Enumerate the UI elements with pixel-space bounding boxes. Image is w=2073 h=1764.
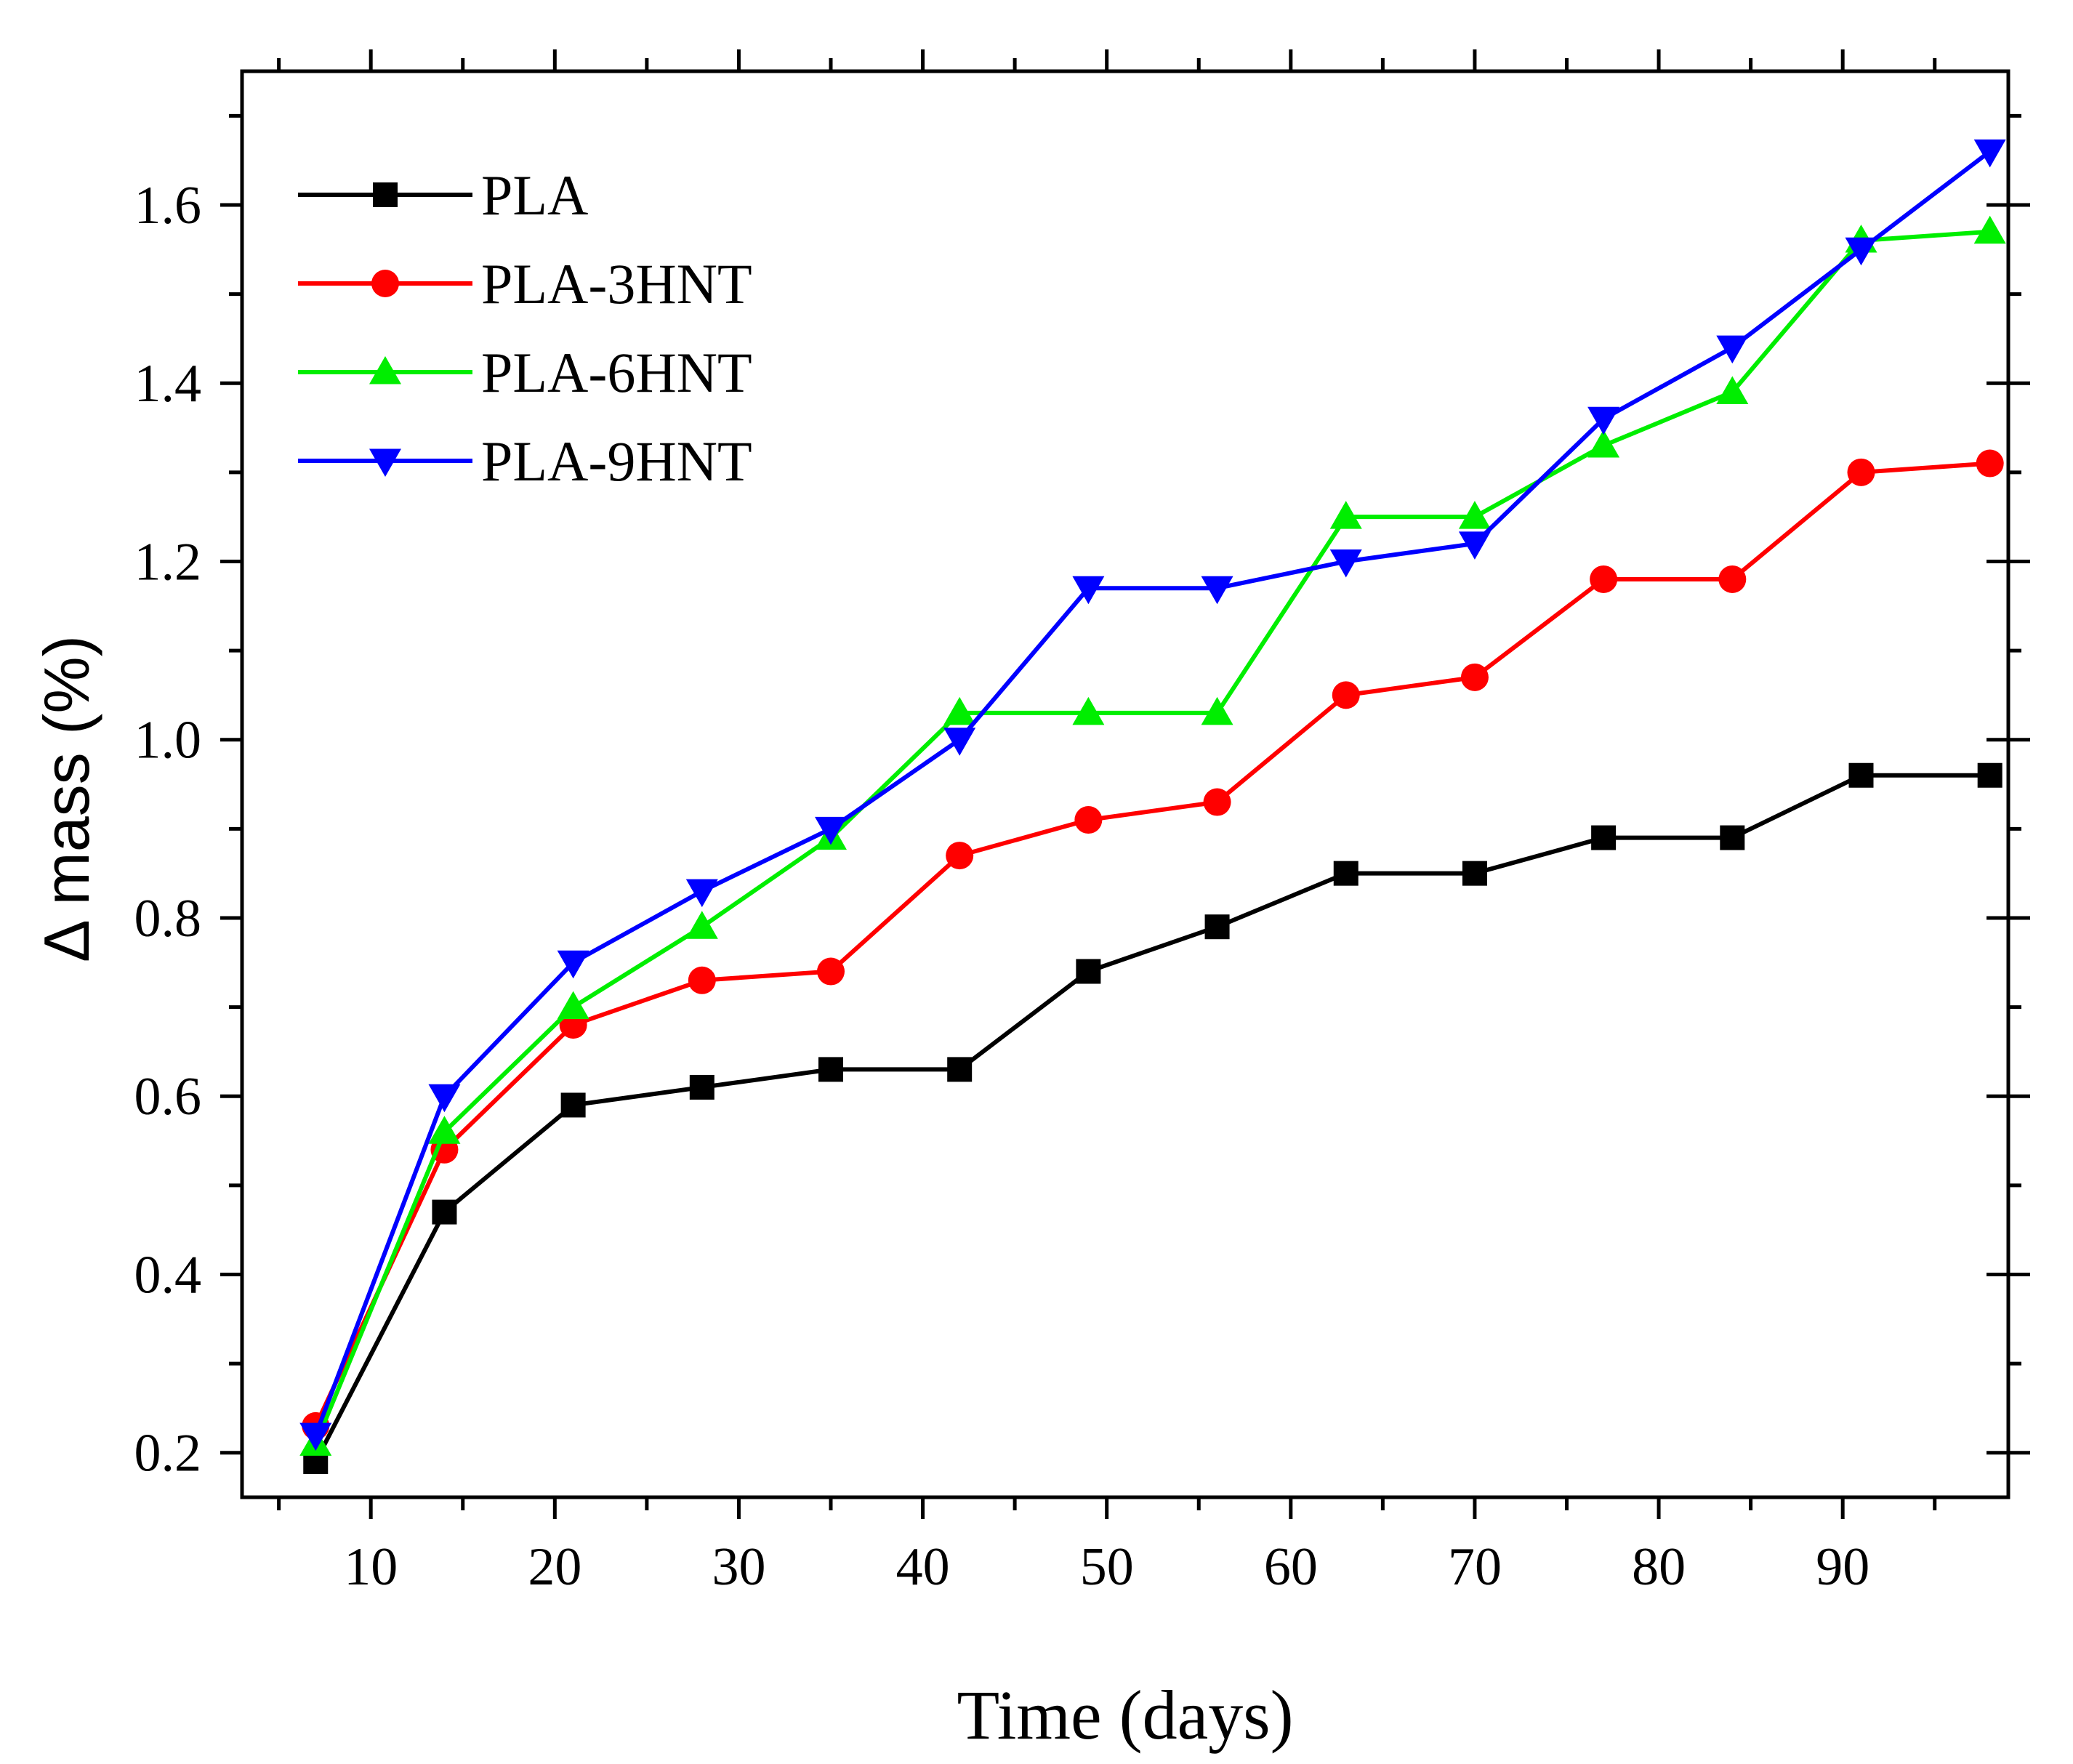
data-point-pla-3hnt bbox=[1976, 449, 2004, 478]
x-tick-label: 80 bbox=[1632, 1537, 1686, 1597]
data-point-pla-6hnt bbox=[1587, 430, 1620, 458]
legend-marker bbox=[369, 356, 401, 384]
series-line-pla-9hnt bbox=[313, 149, 1992, 1436]
data-point-pla-9hnt bbox=[815, 816, 847, 845]
data-point-pla-9hnt bbox=[428, 1084, 461, 1113]
data-point-pla-6hnt bbox=[943, 696, 976, 725]
series-pla-3hnt bbox=[302, 449, 2004, 1440]
data-point-pla-3hnt bbox=[817, 957, 845, 986]
data-point-pla-6hnt bbox=[1973, 215, 2006, 244]
data-point-pla-6hnt bbox=[428, 1116, 461, 1144]
data-point-pla-9hnt bbox=[685, 879, 718, 908]
data-point-pla-3hnt bbox=[1074, 806, 1103, 834]
x-tick-label: 50 bbox=[1080, 1537, 1134, 1597]
data-point-pla-9hnt bbox=[1845, 237, 1877, 266]
data-point-pla-6hnt bbox=[1458, 501, 1491, 529]
data-point-pla-9hnt bbox=[299, 1422, 332, 1451]
data-point-pla bbox=[432, 1199, 457, 1225]
data-point-pla-6hnt bbox=[1329, 501, 1362, 529]
data-point-pla bbox=[1333, 861, 1358, 886]
series-pla-9hnt bbox=[299, 139, 2006, 1451]
data-point-pla bbox=[818, 1057, 843, 1082]
data-point-pla-9hnt bbox=[557, 950, 589, 979]
data-point-pla bbox=[1977, 762, 2002, 788]
legend-marker bbox=[371, 270, 399, 297]
data-point-pla bbox=[947, 1057, 973, 1082]
data-point-pla-6hnt bbox=[1072, 696, 1105, 725]
x-tick-label: 10 bbox=[344, 1537, 398, 1597]
y-tick-label: 0.4 bbox=[134, 1245, 202, 1305]
data-point-pla-3hnt bbox=[1203, 788, 1231, 816]
y-tick-label: 1.2 bbox=[134, 532, 202, 592]
data-point-pla-9hnt bbox=[943, 728, 976, 756]
series-line-pla-6hnt bbox=[313, 229, 1990, 1445]
data-point-pla-9hnt bbox=[1587, 406, 1620, 435]
legend-label: PLA-9HNT bbox=[481, 430, 752, 493]
data-point-pla-3hnt bbox=[1847, 458, 1875, 486]
series-line-pla-3hnt bbox=[313, 461, 1990, 1427]
data-point-pla-9hnt bbox=[1201, 576, 1233, 605]
data-point-pla-6hnt bbox=[557, 991, 589, 1020]
x-tick-label: 60 bbox=[1264, 1537, 1318, 1597]
series-pla bbox=[303, 762, 2002, 1474]
tick-labels: 10 20 30 40 50 60 70 80 90 0.2 0.4 0.6 0.8 1.0 1.2 1.4 1… bbox=[134, 176, 1870, 1597]
data-point-pla-9hnt bbox=[1973, 139, 2006, 168]
data-point-pla-6hnt bbox=[685, 911, 718, 939]
data-point-pla bbox=[689, 1074, 715, 1100]
y-tick-label: 0.8 bbox=[134, 889, 202, 949]
y-axis-title: Δ mass (%) bbox=[31, 635, 102, 962]
x-tick-label: 20 bbox=[528, 1537, 581, 1597]
data-point-pla-3hnt bbox=[1590, 565, 1618, 593]
x-axis-title: Time (days) bbox=[957, 1676, 1293, 1754]
series-line-pla bbox=[313, 773, 1990, 1463]
data-point-pla bbox=[1591, 825, 1617, 850]
data-point-pla bbox=[1720, 825, 1745, 850]
data-point-pla-6hnt bbox=[1716, 376, 1749, 404]
data-point-pla bbox=[560, 1092, 586, 1118]
y-tick-label: 1.4 bbox=[134, 354, 202, 414]
data-point-pla bbox=[1848, 762, 1874, 788]
plot-frame bbox=[240, 69, 2010, 1499]
data-point-pla-3hnt bbox=[1718, 565, 1747, 593]
legend-label: PLA-6HNT bbox=[481, 341, 752, 404]
legend-label: PLA-3HNT bbox=[481, 252, 752, 315]
data-point-pla-3hnt bbox=[946, 842, 974, 870]
x-tick-label: 40 bbox=[896, 1537, 950, 1597]
data-point-pla-9hnt bbox=[1458, 531, 1491, 560]
y-tick-label: 0.6 bbox=[134, 1067, 202, 1127]
x-tick-label: 30 bbox=[712, 1537, 765, 1597]
legend-item-pla: PLA bbox=[298, 164, 588, 227]
legend-marker bbox=[373, 182, 398, 207]
legend-item-pla-9hnt: PLA-9HNT bbox=[298, 430, 752, 493]
x-tick-label: 70 bbox=[1448, 1537, 1502, 1597]
data-point-pla bbox=[1204, 914, 1230, 940]
data-point-pla-3hnt bbox=[1332, 681, 1360, 709]
data-point-pla-9hnt bbox=[1072, 576, 1105, 605]
y-tick-label: 0.2 bbox=[134, 1424, 202, 1483]
axis-ticks bbox=[220, 49, 2030, 1519]
data-point-pla bbox=[1076, 959, 1101, 984]
data-point-pla-9hnt bbox=[1329, 549, 1362, 578]
data-point-pla-6hnt bbox=[1201, 696, 1233, 725]
y-tick-label: 1.0 bbox=[134, 711, 202, 770]
legend-item-pla-3hnt: PLA-3HNT bbox=[298, 252, 752, 315]
data-point-pla bbox=[1462, 861, 1487, 886]
x-tick-label: 90 bbox=[1816, 1537, 1869, 1597]
y-tick-label: 1.6 bbox=[134, 176, 202, 235]
series-layer bbox=[299, 139, 2006, 1474]
legend-marker bbox=[369, 448, 401, 477]
legend: PLA PLA-3HNT PLA-6HNT PLA-9HNT bbox=[298, 164, 752, 493]
data-point-pla-3hnt bbox=[688, 966, 716, 994]
legend-item-pla-6hnt: PLA-6HNT bbox=[298, 341, 752, 404]
data-point-pla-9hnt bbox=[1716, 335, 1749, 364]
legend-label: PLA bbox=[481, 164, 588, 227]
data-point-pla-3hnt bbox=[1460, 663, 1489, 691]
